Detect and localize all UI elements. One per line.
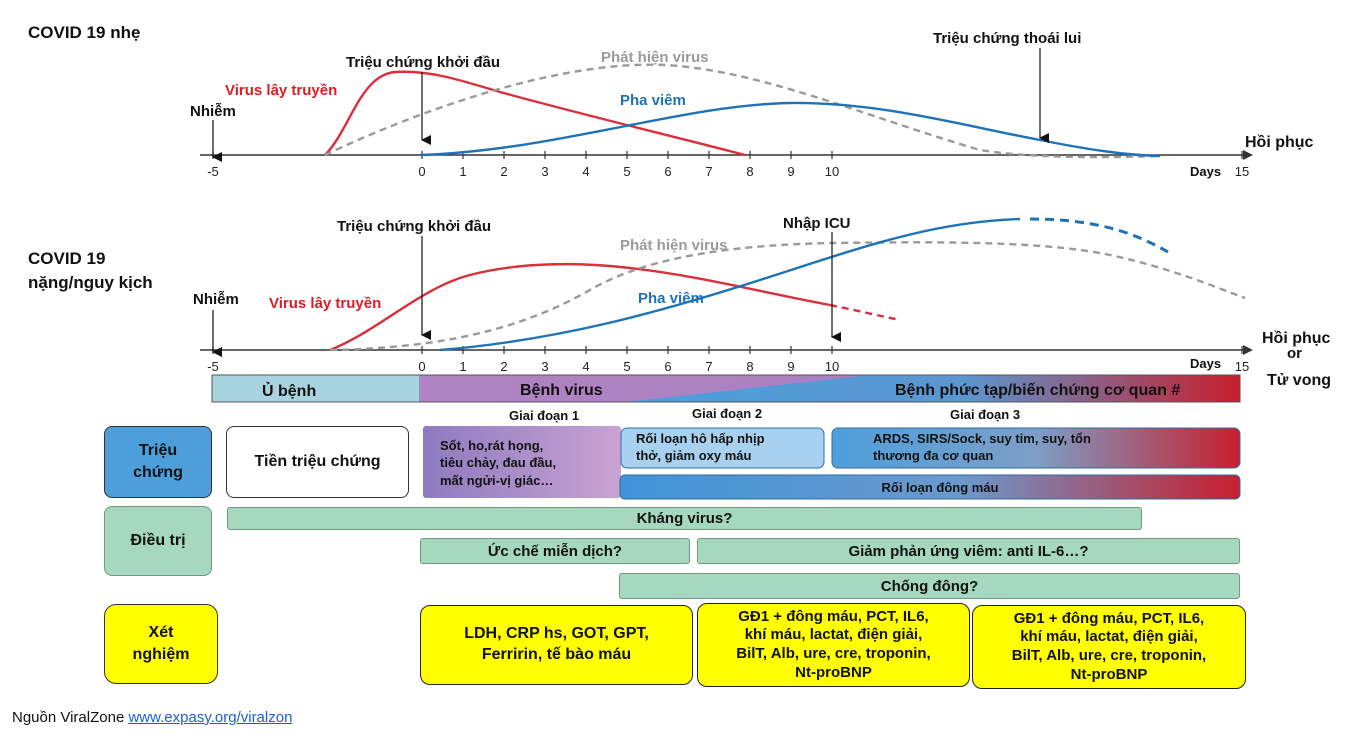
axis-tick-label: 0 xyxy=(418,359,425,374)
axis-tick-label: -5 xyxy=(207,164,219,179)
top-title: COVID 19 nhẹ xyxy=(28,23,140,42)
bottom-onset-label: Triệu chứng khởi đầu xyxy=(337,218,491,235)
stage1-label-bg xyxy=(455,404,630,426)
axis-tick-label: 0 xyxy=(418,164,425,179)
axis-tick-label: 4 xyxy=(582,359,589,374)
treatment-immunosuppression-bar: Ức chế miễn dịch? xyxy=(420,538,690,564)
symptom-stage2-block xyxy=(620,427,825,469)
bottom-axis-unit: Days xyxy=(1190,356,1221,371)
source-text: Nguồn ViralZone xyxy=(12,709,129,726)
axis-tick-label: 8 xyxy=(746,359,753,374)
axis-tick-label: 5 xyxy=(623,164,630,179)
top-recovery-label: Hồi phục xyxy=(1245,134,1314,151)
symptom-presymptomatic-box: Tiền triệu chứng xyxy=(226,426,409,498)
bottom-or-label: or xyxy=(1287,345,1302,362)
bottom-virus-curve xyxy=(329,262,831,352)
symptom-stage2-text: Rối loạn hô hấp nhịp thở, giảm oxy máu xyxy=(636,431,765,463)
axis-tick-label: 4 xyxy=(582,164,589,179)
axis-tick-label: 6 xyxy=(664,164,671,179)
bottom-transmission-label: Virus lây truyền xyxy=(269,295,381,312)
top-detection-label: Phát hiện virus xyxy=(601,49,709,66)
bottom-inflammation-curve-tail xyxy=(1029,217,1169,254)
treatment-anti-inflammation-bar: Giảm phản ứng viêm: anti IL-6…? xyxy=(697,538,1240,564)
axis-tick-label: 7 xyxy=(705,359,712,374)
top-inflammation-label: Pha viêm xyxy=(620,92,686,109)
bottom-axis-arrowhead xyxy=(1243,345,1253,355)
axis-tick-label: 10 xyxy=(825,359,839,374)
bottom-icu-label: Nhập ICU xyxy=(783,215,851,232)
treatment-antiviral-bar: Kháng virus? xyxy=(227,507,1142,530)
top-axis-unit: Days xyxy=(1190,164,1221,179)
stage3-label-bg xyxy=(885,404,1085,426)
bottom-virus-curve-tail xyxy=(829,303,901,322)
axis-tick-label: 5 xyxy=(623,359,630,374)
phase-complicated-bar xyxy=(625,375,1240,402)
bottom-infection-label: Nhiễm xyxy=(193,291,239,308)
bottom-axis-ticks: -50123456789101520 xyxy=(207,346,1249,374)
source-footer: Nguồn ViralZone www.expasy.org/viralzon xyxy=(12,709,292,726)
treatment-anticoagulation-bar: Chống đông? xyxy=(619,573,1240,599)
axis-tick-label: 9 xyxy=(787,164,794,179)
phase-bar-outline xyxy=(211,374,1241,403)
top-virus-curve xyxy=(324,70,746,157)
axis-tick-label: 8 xyxy=(746,164,753,179)
top-onset-label: Triệu chứng khởi đầu xyxy=(346,54,500,71)
symptom-stage3-block xyxy=(831,427,1241,469)
bottom-title-line2: nặng/nguy kịch xyxy=(28,273,153,292)
top-axis-arrowhead xyxy=(1243,150,1253,160)
axis-tick-label: 7 xyxy=(705,164,712,179)
bottom-detection-curve xyxy=(329,241,1246,352)
axis-tick-label: 2 xyxy=(500,359,507,374)
tests-stage3-box: GĐ1 + đông máu, PCT, IL6, khí máu, lacta… xyxy=(972,605,1246,689)
axis-tick-label: 10 xyxy=(825,164,839,179)
phase-incubation-label: Ủ bệnh xyxy=(262,381,316,400)
axis-tick-label: 2 xyxy=(500,164,507,179)
axis-tick-label: 3 xyxy=(541,359,548,374)
tests-stage2-box: GĐ1 + đông máu, PCT, IL6, khí máu, lacta… xyxy=(697,603,970,687)
bottom-title-line1: COVID 19 xyxy=(28,249,105,268)
axis-tick-label: 1 xyxy=(459,164,466,179)
symptoms-row-header: Triệu chứng xyxy=(104,426,212,498)
stage1-label: Giai đoạn 1 xyxy=(509,408,579,423)
phase-complicated-label: Bệnh phức tạp/biến chứng cơ quan # xyxy=(895,382,1180,399)
bottom-inflammation-curve xyxy=(439,217,1021,352)
tests-row-header: Xét nghiệm xyxy=(104,604,218,684)
bottom-detection-label: Phát hiện virus xyxy=(620,237,728,254)
top-detection-curve xyxy=(324,63,1161,159)
axis-tick-label: 3 xyxy=(541,164,548,179)
symptom-stage1-block xyxy=(423,426,621,498)
bottom-recovery-label: Hồi phục xyxy=(1262,330,1331,347)
top-remission-label: Triệu chứng thoái lui xyxy=(933,30,1081,47)
source-link[interactable]: www.expasy.org/viralzon xyxy=(128,709,293,726)
stage2-label-bg xyxy=(640,404,825,426)
bottom-inflammation-label: Pha viêm xyxy=(638,290,704,307)
top-infection-label: Nhiễm xyxy=(190,103,236,120)
bottom-death-label: Tử vong xyxy=(1267,372,1331,389)
stage3-label: Giai đoạn 3 xyxy=(950,407,1020,422)
axis-tick-label: 1 xyxy=(459,359,466,374)
coagulation-label: Rối loạn đông máu xyxy=(881,479,999,495)
axis-tick-label: 9 xyxy=(787,359,794,374)
axis-tick-label: -5 xyxy=(207,359,219,374)
phase-viral-label: Bệnh virus xyxy=(520,382,603,399)
axis-tick-label: 6 xyxy=(664,359,671,374)
stage2-label: Giai đoạn 2 xyxy=(692,406,762,421)
top-inflammation-curve xyxy=(419,101,1161,158)
treatment-row-header: Điều trị xyxy=(104,506,212,576)
top-axis-ticks: -50123456789101520 xyxy=(207,151,1249,179)
axis-tick-label: 15 xyxy=(1235,164,1249,179)
tests-stage1-box: LDH, CRP hs, GOT, GPT, Ferririn, tế bào … xyxy=(420,605,693,685)
axis-tick-label: 15 xyxy=(1235,359,1249,374)
symptom-stage3-text: ARDS, SIRS/Sock, suy tim, suy, tổn thươn… xyxy=(873,431,1091,463)
coagulation-bar xyxy=(619,474,1241,500)
top-transmission-label: Virus lây truyền xyxy=(225,82,337,99)
symptom-stage1-text: Sốt, ho,rát họng, tiêu chảy, đau đầu, mấ… xyxy=(440,437,557,488)
